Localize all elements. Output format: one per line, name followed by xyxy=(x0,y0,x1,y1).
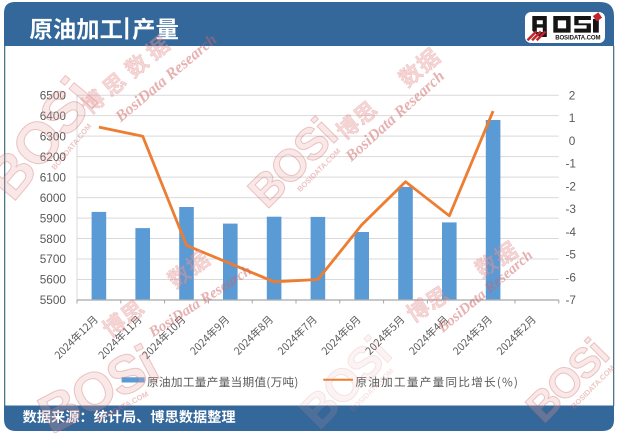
svg-text:-5: -5 xyxy=(566,248,577,262)
svg-text:BOSIDATA.COM: BOSIDATA.COM xyxy=(555,36,600,42)
svg-text:-1: -1 xyxy=(566,157,577,171)
svg-text:-6: -6 xyxy=(566,270,577,284)
svg-text:6400: 6400 xyxy=(40,109,67,123)
svg-text:5700: 5700 xyxy=(40,252,67,266)
svg-text:5600: 5600 xyxy=(40,273,67,287)
svg-text:6200: 6200 xyxy=(40,150,67,164)
svg-text:6000: 6000 xyxy=(40,191,67,205)
svg-text:6500: 6500 xyxy=(40,88,67,102)
svg-text:-7: -7 xyxy=(566,293,577,307)
svg-text:6300: 6300 xyxy=(40,129,67,143)
svg-text:-3: -3 xyxy=(566,202,577,216)
svg-text:1: 1 xyxy=(569,111,576,125)
svg-text:2: 2 xyxy=(569,88,576,102)
svg-text:0: 0 xyxy=(569,134,576,148)
svg-text:5800: 5800 xyxy=(40,232,67,246)
svg-text:-2: -2 xyxy=(566,179,577,193)
svg-text:6100: 6100 xyxy=(40,170,67,184)
svg-text:5500: 5500 xyxy=(40,293,67,307)
svg-text:-4: -4 xyxy=(566,225,577,239)
svg-text:5900: 5900 xyxy=(40,211,67,225)
